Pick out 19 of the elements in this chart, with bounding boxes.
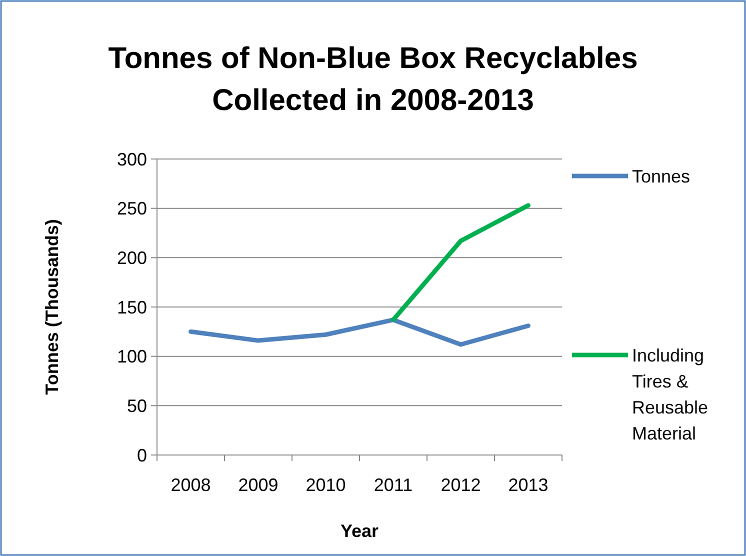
y-axis-title: Tonnes (Thousands) bbox=[42, 219, 62, 395]
x-tick-label: 2008 bbox=[170, 475, 211, 495]
y-tick-label: 50 bbox=[126, 396, 147, 416]
y-tick-label: 150 bbox=[116, 297, 147, 318]
x-axis-title: Year bbox=[340, 521, 379, 541]
legend-label: Including Tires & Reusable Material bbox=[632, 345, 708, 444]
y-tick-label: 0 bbox=[136, 445, 147, 466]
x-tick-label: 2009 bbox=[238, 475, 278, 495]
y-tick-label: 250 bbox=[116, 198, 147, 219]
legend-label: Tonnes bbox=[632, 166, 690, 186]
line-series bbox=[188, 318, 530, 347]
x-tick-label: 2012 bbox=[440, 475, 481, 495]
y-tick-label: 300 bbox=[116, 149, 147, 170]
x-tick-label: 2010 bbox=[306, 475, 346, 495]
x-tick-label: 2013 bbox=[508, 475, 548, 495]
chart-title: Tonnes of Non-Blue Box Recyclables Collected in 2008-2013 bbox=[108, 42, 638, 117]
y-tick-label: 200 bbox=[116, 248, 147, 268]
y-tick-label: 100 bbox=[116, 346, 147, 367]
x-tick-label: 2011 bbox=[374, 475, 413, 495]
